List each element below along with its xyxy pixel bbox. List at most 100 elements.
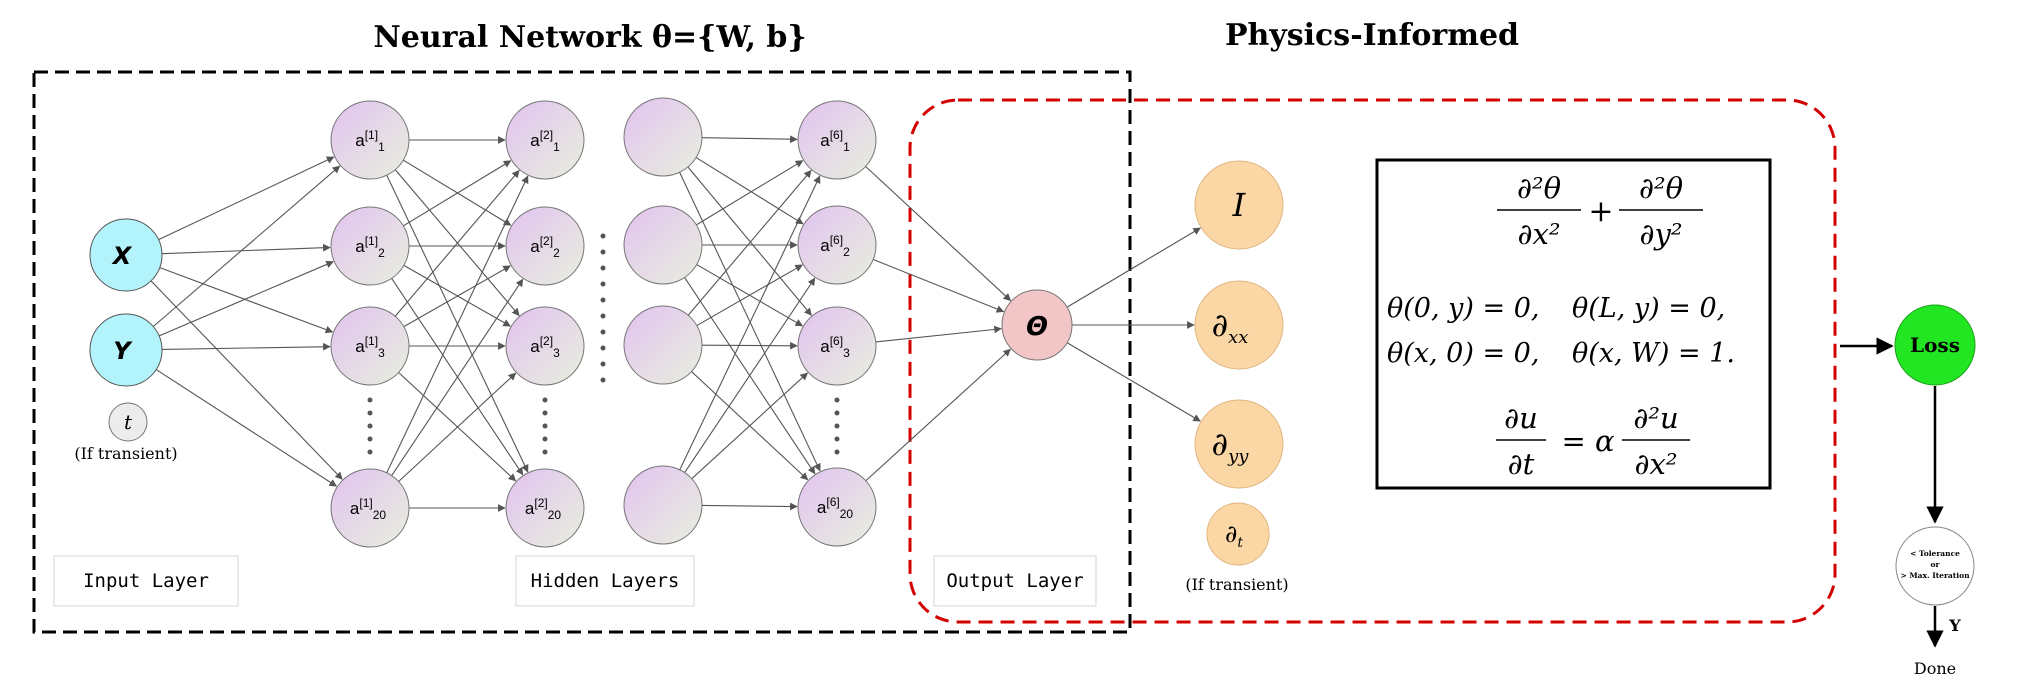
node-sup: [2] <box>540 128 553 142</box>
input-layer-box: Input Layer <box>53 555 239 607</box>
network-title: Neural Network θ={W, b} <box>373 20 806 55</box>
svg-text:a[1]2: a[1]2 <box>355 234 385 260</box>
node-sub: 20 <box>373 508 387 522</box>
hidden-layer-1: a[1]1 a[1]2 a[1]3 a[1]20 <box>330 100 410 548</box>
hidden-node <box>623 205 703 285</box>
node-sub: 20 <box>840 507 854 521</box>
laplace-num2: ∂²θ <box>1639 171 1683 205</box>
node-base: a <box>530 237 540 256</box>
input-layer-label: Input Layer <box>83 570 209 592</box>
derivative-node-dyy: ∂yy <box>1194 399 1284 489</box>
network-border <box>32 70 1132 634</box>
hidden-layer-6: a[6]1 a[6]2 a[6]3 a[6]20 <box>797 100 877 547</box>
bc-row1-a: θ(0, y) = 0, <box>1387 293 1539 324</box>
heat-equals: = α <box>1561 424 1614 458</box>
hidden-node: a[1]20 <box>330 468 410 548</box>
identity-label: I <box>1232 186 1247 224</box>
hidden-node: a[6]3 <box>797 306 877 386</box>
hidden-node: a[6]2 <box>797 205 877 285</box>
network-edge <box>394 169 520 317</box>
svg-text:a[6]2: a[6]2 <box>820 233 850 259</box>
svg-text:a[6]1: a[6]1 <box>820 128 850 154</box>
hidden-node: a[2]2 <box>505 206 585 286</box>
bc-row2-b: θ(x, W) = 1. <box>1572 338 1735 369</box>
heat-lhs-num: ∂u <box>1504 401 1538 435</box>
svg-text:a[2]1: a[2]1 <box>530 128 560 154</box>
derivative-node-dt: ∂t <box>1206 502 1270 566</box>
input-t-label: t <box>124 410 133 434</box>
svg-text:a[1]3: a[1]3 <box>355 334 385 360</box>
node-base: a <box>350 499 360 518</box>
dxx-base: ∂ <box>1212 306 1229 344</box>
network-edge <box>159 267 334 334</box>
bc-row2-a: θ(x, 0) = 0, <box>1387 338 1539 369</box>
network-edge <box>701 135 798 144</box>
hidden-layers-box: Hidden Layers <box>515 555 695 607</box>
equation-box: ∂²θ ∂x² + ∂²θ ∂y² θ(0, y) = 0, θ(L, y) =… <box>1375 158 1772 490</box>
network-edge <box>161 342 331 351</box>
node-sup: [6] <box>826 495 839 509</box>
node-base: a <box>820 337 830 356</box>
node-sub: 2 <box>843 245 850 259</box>
output-label: Θ <box>1026 312 1048 342</box>
derivative-node-identity: I <box>1194 160 1284 250</box>
check-line2: or <box>1931 560 1941 569</box>
svg-text:∂t: ∂t <box>1225 520 1243 551</box>
laplace-num1: ∂²θ <box>1517 171 1561 205</box>
output-layer-label: Output Layer <box>946 570 1083 592</box>
hidden-node: a[1]2 <box>330 206 410 286</box>
network-edge <box>684 277 816 473</box>
node-sup: [2] <box>540 234 553 248</box>
node-sup: [6] <box>830 233 843 247</box>
check-line3: > Max. Iteration <box>1900 571 1970 580</box>
node-sup: [6] <box>830 334 843 348</box>
network-edge <box>1066 227 1201 308</box>
dt-base: ∂ <box>1225 520 1237 548</box>
network-edge <box>696 160 804 226</box>
hidden-node: a[2]3 <box>505 306 585 386</box>
node-sub: 3 <box>378 346 385 360</box>
network-edge <box>865 348 1011 482</box>
node-sup: [1] <box>359 496 372 510</box>
node-sub: 1 <box>843 140 850 154</box>
hidden-layers-label: Hidden Layers <box>531 570 680 592</box>
hidden-node <box>623 305 703 385</box>
loss-node: Loss <box>1894 304 1976 386</box>
node-sub: 2 <box>553 246 560 260</box>
input-node-x: X <box>89 218 163 292</box>
node-base: a <box>355 131 365 150</box>
svg-text:a[6]3: a[6]3 <box>820 334 850 360</box>
node-sub: 3 <box>553 346 560 360</box>
network-edge <box>691 372 809 480</box>
network-edge <box>695 157 804 225</box>
network-edge <box>1066 342 1201 422</box>
hidden-layer-2: a[2]1 a[2]2 a[2]3 a[2]20 <box>505 100 585 548</box>
node-sub: 1 <box>378 140 385 154</box>
svg-text:a[2]2: a[2]2 <box>530 234 560 260</box>
layer-ellipsis <box>600 233 606 383</box>
input-x-label: X <box>111 242 133 270</box>
vertical-ellipsis <box>542 397 548 455</box>
heat-rhs-num: ∂²u <box>1633 401 1678 435</box>
svg-text:a[2]20: a[2]20 <box>525 496 561 522</box>
node-base: a <box>355 337 365 356</box>
dt-note: (If transient) <box>1185 575 1288 594</box>
network-edge <box>679 175 821 471</box>
hidden-node: a[1]1 <box>330 100 410 180</box>
vertical-ellipsis <box>367 397 373 455</box>
hidden-node <box>623 97 703 177</box>
dyy-sub: yy <box>1227 446 1249 467</box>
network-edge <box>403 160 512 227</box>
node-base: a <box>355 237 365 256</box>
network-edge <box>158 260 334 337</box>
laplace-plus: + <box>1588 194 1613 229</box>
node-base: a <box>820 236 830 255</box>
node-base: a <box>530 337 540 356</box>
network-edge <box>403 265 511 328</box>
network-edge <box>701 502 798 511</box>
laplace-den1: ∂x² <box>1518 217 1561 251</box>
node-sup: [1] <box>365 334 378 348</box>
network-edge <box>155 369 338 487</box>
check-line1: < Tolerance <box>1910 549 1960 558</box>
